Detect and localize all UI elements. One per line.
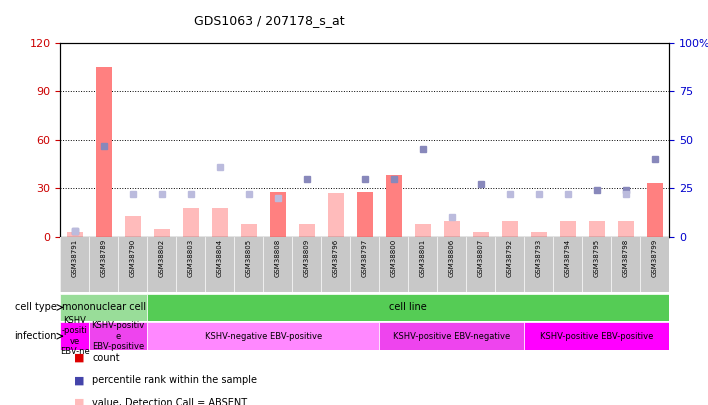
Text: KSHV-positiv
e
EBV-positive: KSHV-positiv e EBV-positive <box>91 321 145 351</box>
Bar <box>379 322 524 350</box>
Text: KSHV-positive EBV-positive: KSHV-positive EBV-positive <box>540 332 653 341</box>
Text: GSM38803: GSM38803 <box>188 239 194 277</box>
Bar <box>96 67 112 237</box>
Text: GSM38798: GSM38798 <box>622 239 629 277</box>
Bar <box>60 322 89 350</box>
Text: cell line: cell line <box>389 303 427 312</box>
Bar <box>559 221 576 237</box>
Text: GSM38797: GSM38797 <box>362 239 367 277</box>
Text: mononuclear cell: mononuclear cell <box>62 303 146 312</box>
Text: GSM38801: GSM38801 <box>420 239 426 277</box>
Bar <box>646 183 663 237</box>
Text: KSHV-positive EBV-negative: KSHV-positive EBV-negative <box>393 332 510 341</box>
Bar <box>212 208 227 237</box>
Text: GSM38808: GSM38808 <box>275 239 280 277</box>
Text: KSHV-negative EBV-positive: KSHV-negative EBV-positive <box>205 332 321 341</box>
Text: infection: infection <box>14 331 57 341</box>
Text: GSM38794: GSM38794 <box>564 239 571 277</box>
Text: GSM38802: GSM38802 <box>159 239 165 277</box>
Bar <box>89 322 147 350</box>
Bar <box>357 192 372 237</box>
Bar <box>444 221 459 237</box>
Text: count: count <box>92 353 120 363</box>
Bar <box>67 232 83 237</box>
Bar <box>473 232 489 237</box>
Bar <box>530 232 547 237</box>
Bar <box>60 294 147 321</box>
Bar <box>617 221 634 237</box>
Text: GSM38792: GSM38792 <box>507 239 513 277</box>
Bar <box>183 208 199 237</box>
Bar <box>299 224 314 237</box>
Bar <box>96 156 112 237</box>
Bar <box>386 175 401 237</box>
Text: GSM38796: GSM38796 <box>333 239 338 277</box>
Bar <box>147 294 669 321</box>
Text: GSM38790: GSM38790 <box>130 239 136 277</box>
Bar <box>154 229 170 237</box>
Text: GSM38806: GSM38806 <box>449 239 455 277</box>
Text: GSM38791: GSM38791 <box>72 239 78 277</box>
Text: cell type: cell type <box>15 303 57 312</box>
Text: GSM38800: GSM38800 <box>391 239 396 277</box>
Text: GDS1063 / 207178_s_at: GDS1063 / 207178_s_at <box>194 14 344 27</box>
Text: value, Detection Call = ABSENT: value, Detection Call = ABSENT <box>92 398 247 405</box>
Bar <box>147 322 379 350</box>
Text: GSM38809: GSM38809 <box>304 239 309 277</box>
Bar <box>270 192 285 237</box>
Bar <box>328 193 343 237</box>
Text: GSM38807: GSM38807 <box>478 239 484 277</box>
Text: GSM38805: GSM38805 <box>246 239 251 277</box>
Text: ■: ■ <box>74 353 85 363</box>
Text: GSM38799: GSM38799 <box>651 239 658 277</box>
Bar <box>588 221 605 237</box>
Text: ■: ■ <box>74 398 85 405</box>
Bar <box>125 216 141 237</box>
Text: GSM38795: GSM38795 <box>593 239 600 277</box>
Bar <box>501 221 518 237</box>
Bar <box>415 224 430 237</box>
Bar <box>241 224 256 237</box>
Text: GSM38793: GSM38793 <box>535 239 542 277</box>
Bar <box>524 322 669 350</box>
Text: KSHV
-positi
ve
EBV-ne: KSHV -positi ve EBV-ne <box>59 316 89 356</box>
Text: GSM38804: GSM38804 <box>217 239 222 277</box>
Text: GSM38789: GSM38789 <box>101 239 107 277</box>
Bar <box>270 224 285 237</box>
Text: ■: ■ <box>74 375 85 385</box>
Text: percentile rank within the sample: percentile rank within the sample <box>92 375 257 385</box>
